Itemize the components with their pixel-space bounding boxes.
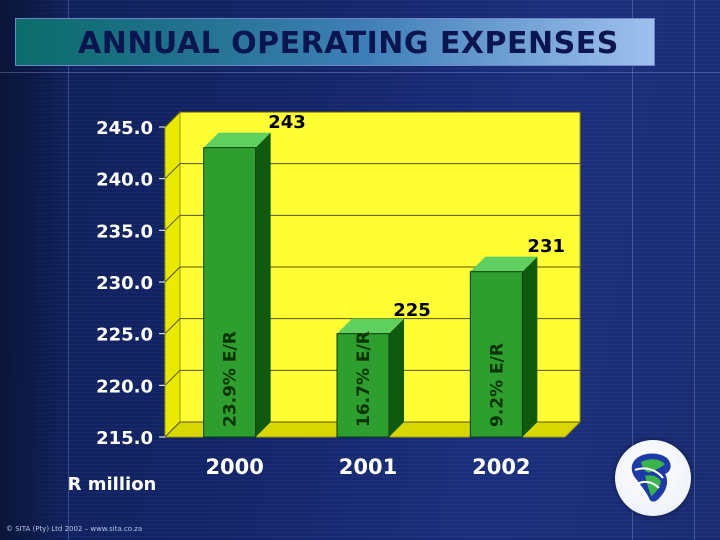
y-tick-label: 225.0 bbox=[96, 325, 153, 346]
title-banner bbox=[15, 18, 655, 66]
data-label: 243 bbox=[268, 112, 306, 133]
gridline bbox=[164, 214, 580, 231]
x-tick-label: 2001 bbox=[339, 455, 397, 479]
bar-side bbox=[389, 318, 404, 437]
background-left-band bbox=[0, 0, 70, 540]
gridline bbox=[164, 318, 580, 335]
y-tick-label: 230.0 bbox=[96, 273, 153, 294]
bar-annotation: 9.2% E/R bbox=[487, 343, 507, 427]
gridline bbox=[164, 111, 580, 128]
sita-logo bbox=[615, 440, 691, 516]
page-title: ANNUAL OPERATING EXPENSES bbox=[78, 26, 619, 61]
bar-top bbox=[470, 256, 538, 272]
background-line bbox=[0, 72, 720, 73]
footer-copyright: © SITA (Pty) Ltd 2002 – www.sita.co.za bbox=[6, 525, 143, 533]
bar-top bbox=[337, 318, 404, 334]
data-label: 231 bbox=[527, 236, 565, 257]
gridlines bbox=[159, 111, 580, 438]
gridline bbox=[164, 266, 580, 283]
bar-side bbox=[522, 256, 538, 437]
x-tick-label: 2002 bbox=[472, 455, 530, 479]
y-tick-label: 235.0 bbox=[96, 221, 153, 242]
background-line bbox=[694, 0, 695, 540]
data-label: 225 bbox=[393, 300, 431, 321]
bar-2001 bbox=[336, 318, 404, 438]
chart-labels: 215.0 220.0 225.0 230.0 235.0 240.0 245.0 R mil… bbox=[68, 112, 565, 495]
bar-side bbox=[255, 132, 271, 437]
bar-front bbox=[203, 147, 257, 438]
background-line bbox=[68, 0, 69, 540]
gridline bbox=[164, 369, 580, 386]
background-line bbox=[632, 0, 633, 540]
gridline bbox=[164, 421, 580, 438]
y-tick-label: 215.0 bbox=[96, 428, 153, 449]
bar-2002 bbox=[469, 256, 538, 438]
bar-annotation: 23.9% E/R bbox=[221, 331, 241, 427]
bar-front bbox=[336, 333, 390, 438]
gridline bbox=[164, 163, 580, 180]
bar-annotation: 16.7% E/R bbox=[354, 331, 374, 427]
y-tick-label: 245.0 bbox=[96, 118, 153, 139]
africa-logo-icon bbox=[631, 453, 671, 502]
bar-front bbox=[469, 271, 523, 438]
y-axis-title: R million bbox=[68, 474, 157, 495]
bar-2000 bbox=[203, 132, 271, 438]
y-tick-label: 240.0 bbox=[96, 170, 153, 191]
y-tick-label: 220.0 bbox=[96, 376, 153, 397]
bar-top bbox=[203, 132, 271, 148]
bars bbox=[203, 132, 538, 438]
x-tick-label: 2000 bbox=[205, 455, 263, 479]
